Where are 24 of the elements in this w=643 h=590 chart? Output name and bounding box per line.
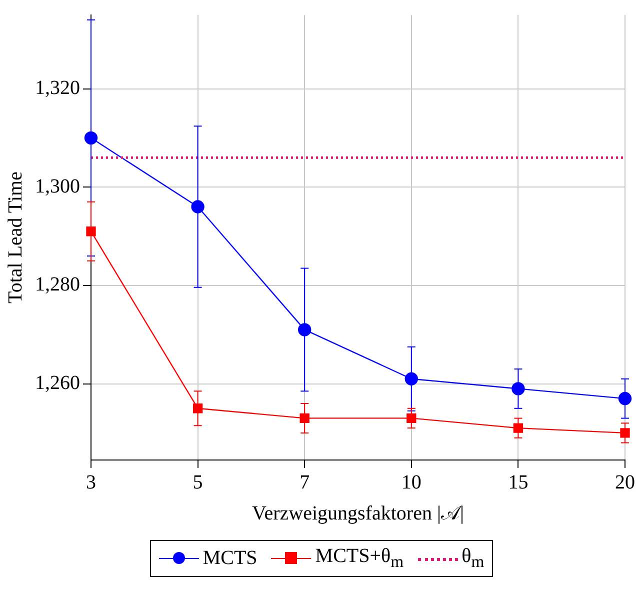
x-axis-title: Verzweigungsfaktoren |𝒜| [252,502,464,524]
legend-label: MCTS+θ$_{m}$ [315,545,404,572]
y-axis-title: Total Lead Time [4,171,26,304]
point [298,323,312,336]
point [513,423,524,433]
x-tick-label: 5 [192,471,203,494]
point [86,226,96,236]
y-tick-label: 1,320 [35,77,80,100]
y-tick-label: 1,300 [35,175,80,198]
point [191,200,204,214]
x-tick-label: 7 [300,471,310,494]
point [618,392,632,406]
y-tick-label: 1,280 [35,274,80,296]
legend-label: θ$_{m}$ [462,545,484,572]
x-tick-label: 15 [508,471,528,494]
x-tick-label: 3 [86,471,96,494]
point [84,131,98,145]
y-tick-label: 1,260 [35,372,80,394]
point [512,382,525,396]
point [620,428,630,438]
x-tick-label: 10 [401,471,422,494]
x-tick-label: 20 [615,471,635,494]
point [404,372,418,386]
legend-label: MCTS [202,547,258,570]
